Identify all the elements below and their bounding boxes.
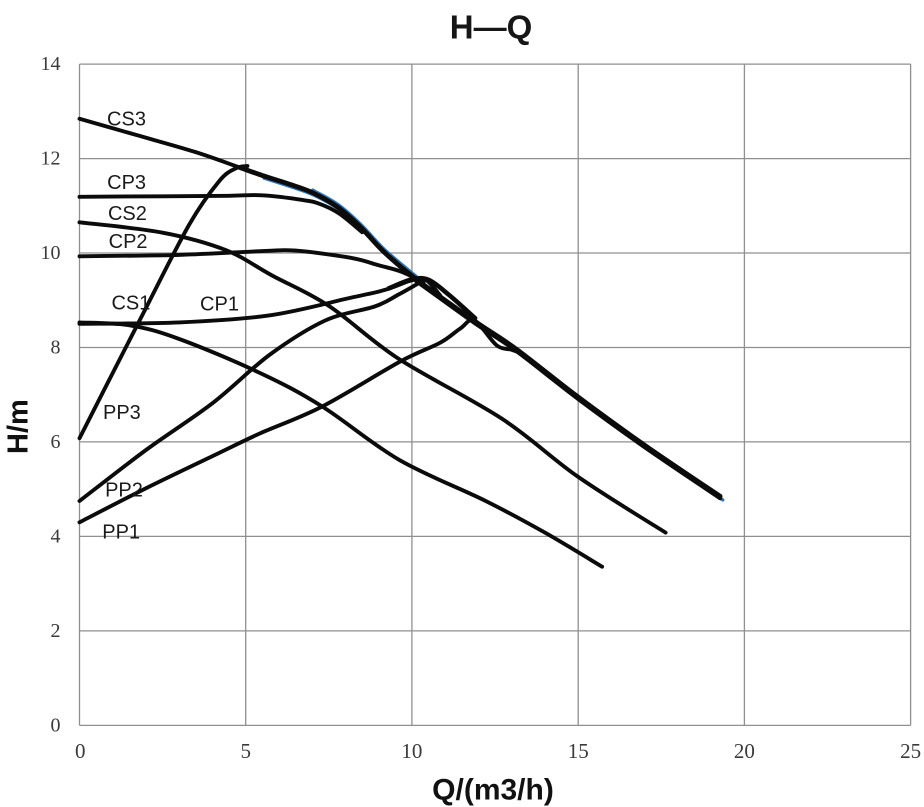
svg-text:6: 6 — [51, 431, 61, 453]
svg-text:0: 0 — [75, 739, 86, 763]
svg-text:H/m: H/m — [3, 399, 35, 454]
svg-text:12: 12 — [41, 148, 61, 170]
svg-text:Q/(m3/h): Q/(m3/h) — [432, 774, 554, 807]
svg-text:CS1: CS1 — [111, 293, 150, 315]
svg-text:20: 20 — [734, 739, 755, 763]
svg-text:PP3: PP3 — [103, 402, 141, 424]
svg-text:CS3: CS3 — [107, 108, 146, 130]
svg-text:8: 8 — [51, 337, 61, 359]
svg-text:10: 10 — [401, 739, 422, 763]
svg-text:14: 14 — [41, 53, 61, 75]
svg-text:CS2: CS2 — [108, 203, 147, 225]
svg-text:CP2: CP2 — [109, 231, 148, 253]
svg-text:H—Q: H—Q — [450, 9, 533, 46]
svg-text:PP1: PP1 — [102, 522, 140, 544]
svg-text:15: 15 — [568, 739, 589, 763]
svg-text:5: 5 — [240, 739, 251, 763]
svg-text:4: 4 — [51, 525, 61, 547]
svg-text:0: 0 — [51, 714, 61, 736]
svg-text:PP2: PP2 — [105, 480, 143, 502]
svg-text:25: 25 — [900, 739, 921, 763]
svg-text:CP1: CP1 — [200, 294, 239, 316]
svg-text:2: 2 — [51, 620, 61, 642]
svg-text:10: 10 — [41, 242, 61, 264]
svg-text:CP3: CP3 — [107, 172, 146, 194]
